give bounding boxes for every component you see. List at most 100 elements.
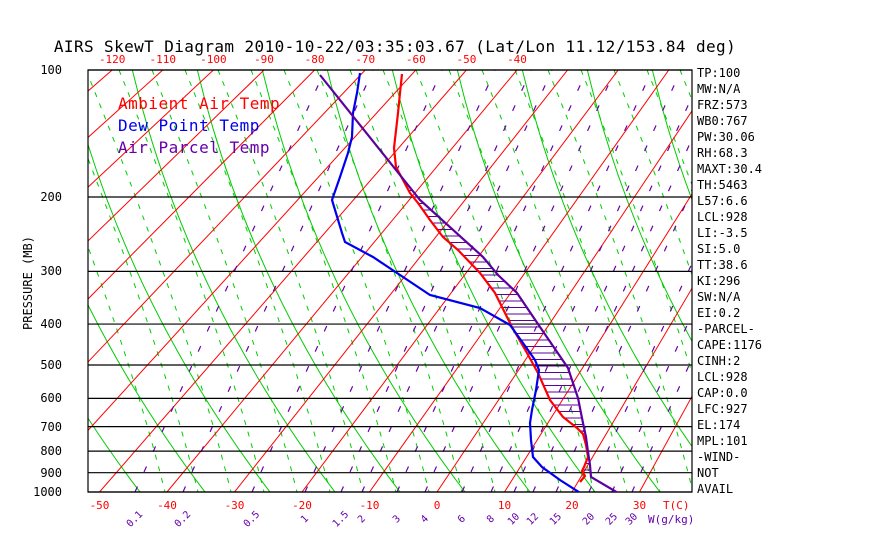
dry-adiabat-line — [845, 60, 870, 505]
moist-adiabat-line — [481, 70, 628, 492]
isotherm-line — [436, 110, 692, 492]
stat-item: -WIND- — [697, 450, 741, 464]
plot-border — [87, 69, 693, 493]
stat-item: AVAIL — [697, 482, 734, 496]
pressure-tick-label: 100 — [40, 63, 62, 77]
isotherm-line — [88, 70, 315, 300]
isotherm-line — [88, 70, 214, 188]
parcel-temp-curve — [319, 74, 619, 492]
moist-adiabat-line — [514, 70, 661, 492]
stat-item: LFC:927 — [697, 402, 748, 416]
bottom-temp-tick-label: 0 — [433, 499, 441, 512]
moist-adiabat-line — [547, 70, 692, 491]
top-temp-tick-label: -40 — [507, 53, 527, 66]
dry-adiabat-line — [521, 70, 692, 448]
isotherm-line — [234, 70, 568, 492]
top-temp-tick-label: -80 — [304, 53, 325, 66]
moist-adiabat-line — [151, 70, 298, 492]
page-title: AIRS SkewT Diagram 2010-10-22/03:35:03.6… — [53, 37, 737, 56]
stat-item: TH:5463 — [697, 178, 748, 192]
bottom-temp-tick-label: -40 — [157, 499, 177, 512]
top-temp-tick-label: -110 — [149, 53, 177, 66]
isotherm-line — [301, 70, 619, 492]
dry-adiabat-line — [0, 60, 85, 505]
stat-item: MW:N/A — [697, 82, 741, 96]
stat-item: WB0:767 — [697, 114, 748, 128]
stat-item: CAP:0.0 — [697, 386, 748, 400]
legend-air-parcel-temp: Air Parcel Temp — [118, 138, 270, 157]
moist-adiabat-line — [88, 245, 166, 492]
bottom-temp-tick-label: 10 — [497, 499, 512, 512]
mixing-ratio-line — [532, 137, 692, 492]
mixing-ratio-line — [251, 70, 443, 492]
moist-adiabat-line — [448, 70, 595, 492]
stat-item: CAPE:1176 — [697, 338, 763, 352]
temp-unit-label: T(C) — [663, 499, 690, 512]
ambient-temp-curve — [392, 73, 590, 483]
isotherm-line — [99, 70, 467, 492]
moist-adiabat-line — [415, 70, 562, 492]
mixing-unit-label: W(g/kg) — [648, 513, 695, 526]
moist-adiabat-line — [382, 70, 529, 492]
moist-adiabat-line — [118, 70, 265, 492]
pressure-tick-label: 200 — [40, 190, 62, 205]
stat-item: -PARCEL- — [697, 322, 755, 336]
pressure-tick-label: 400 — [40, 317, 62, 332]
stat-item: CINH:2 — [697, 354, 741, 368]
dry-adiabat-line — [391, 70, 596, 492]
isotherm-line — [88, 70, 366, 363]
stat-item: NOT — [697, 466, 719, 480]
stat-item: TP:100 — [697, 66, 741, 80]
cape-hatch-area — [405, 183, 591, 471]
stat-item: KI:296 — [697, 274, 741, 288]
pressure-tick-label: 900 — [40, 465, 62, 480]
isotherm-line — [166, 70, 518, 492]
isotherm-line — [88, 70, 265, 242]
isotherm-line — [571, 287, 692, 492]
moist-adiabat-line — [746, 70, 870, 492]
moist-adiabat-line — [88, 73, 232, 492]
dry-adiabat-line — [88, 142, 271, 492]
bottom-temp-tick-label: 30 — [632, 499, 647, 512]
legend-ambient-air-temp: Ambient Air Temp — [118, 94, 281, 113]
top-temp-tick-label: -50 — [456, 53, 477, 66]
pressure-tick-label: 500 — [40, 357, 62, 372]
moist-adiabat-line — [812, 70, 870, 492]
stat-item: EI:0.2 — [697, 306, 741, 320]
moist-adiabat-line — [580, 70, 692, 375]
moist-adiabat-line — [88, 157, 199, 492]
stat-item: SW:N/A — [697, 290, 741, 304]
moist-adiabat-line — [613, 70, 692, 277]
top-temp-tick-label: -100 — [200, 53, 227, 66]
pressure-tick-label: 1000 — [33, 485, 62, 499]
pressure-tick-label: 600 — [40, 391, 62, 406]
moist-adiabat-line — [283, 70, 430, 492]
moist-adiabat-line — [779, 70, 870, 492]
background-grid — [0, 60, 870, 505]
dry-adiabat-line — [326, 70, 531, 492]
stat-item: RH:68.3 — [697, 146, 748, 160]
stat-item: MAXT:30.4 — [697, 162, 763, 176]
dry-adiabat-line — [196, 70, 401, 492]
top-temp-tick-label: -90 — [254, 53, 274, 66]
bottom-temp-tick-label: 20 — [565, 499, 579, 512]
dew-point-curve — [330, 72, 581, 492]
pressure-tick-label: 700 — [40, 419, 62, 434]
stat-item: LI:-3.5 — [697, 226, 748, 240]
dry-adiabat-line — [0, 60, 20, 505]
dry-adiabat-line — [131, 70, 336, 492]
pressure-tick-label: 300 — [40, 264, 62, 279]
stat-item: LCL:928 — [697, 210, 748, 224]
top-temp-tick-label: -70 — [355, 53, 376, 66]
stat-item: L57:6.6 — [697, 194, 748, 208]
mixing-ratio-line — [361, 70, 553, 492]
moist-adiabat-line — [349, 70, 496, 492]
moist-adiabat-line — [316, 70, 463, 492]
dry-adiabat-line — [586, 70, 692, 343]
stat-item: SI:5.0 — [697, 242, 741, 256]
stat-item: FRZ:573 — [697, 98, 748, 112]
stat-item: PW:30.06 — [697, 130, 755, 144]
top-temp-tick-label: -120 — [98, 53, 126, 66]
isotherm-line — [0, 70, 11, 492]
